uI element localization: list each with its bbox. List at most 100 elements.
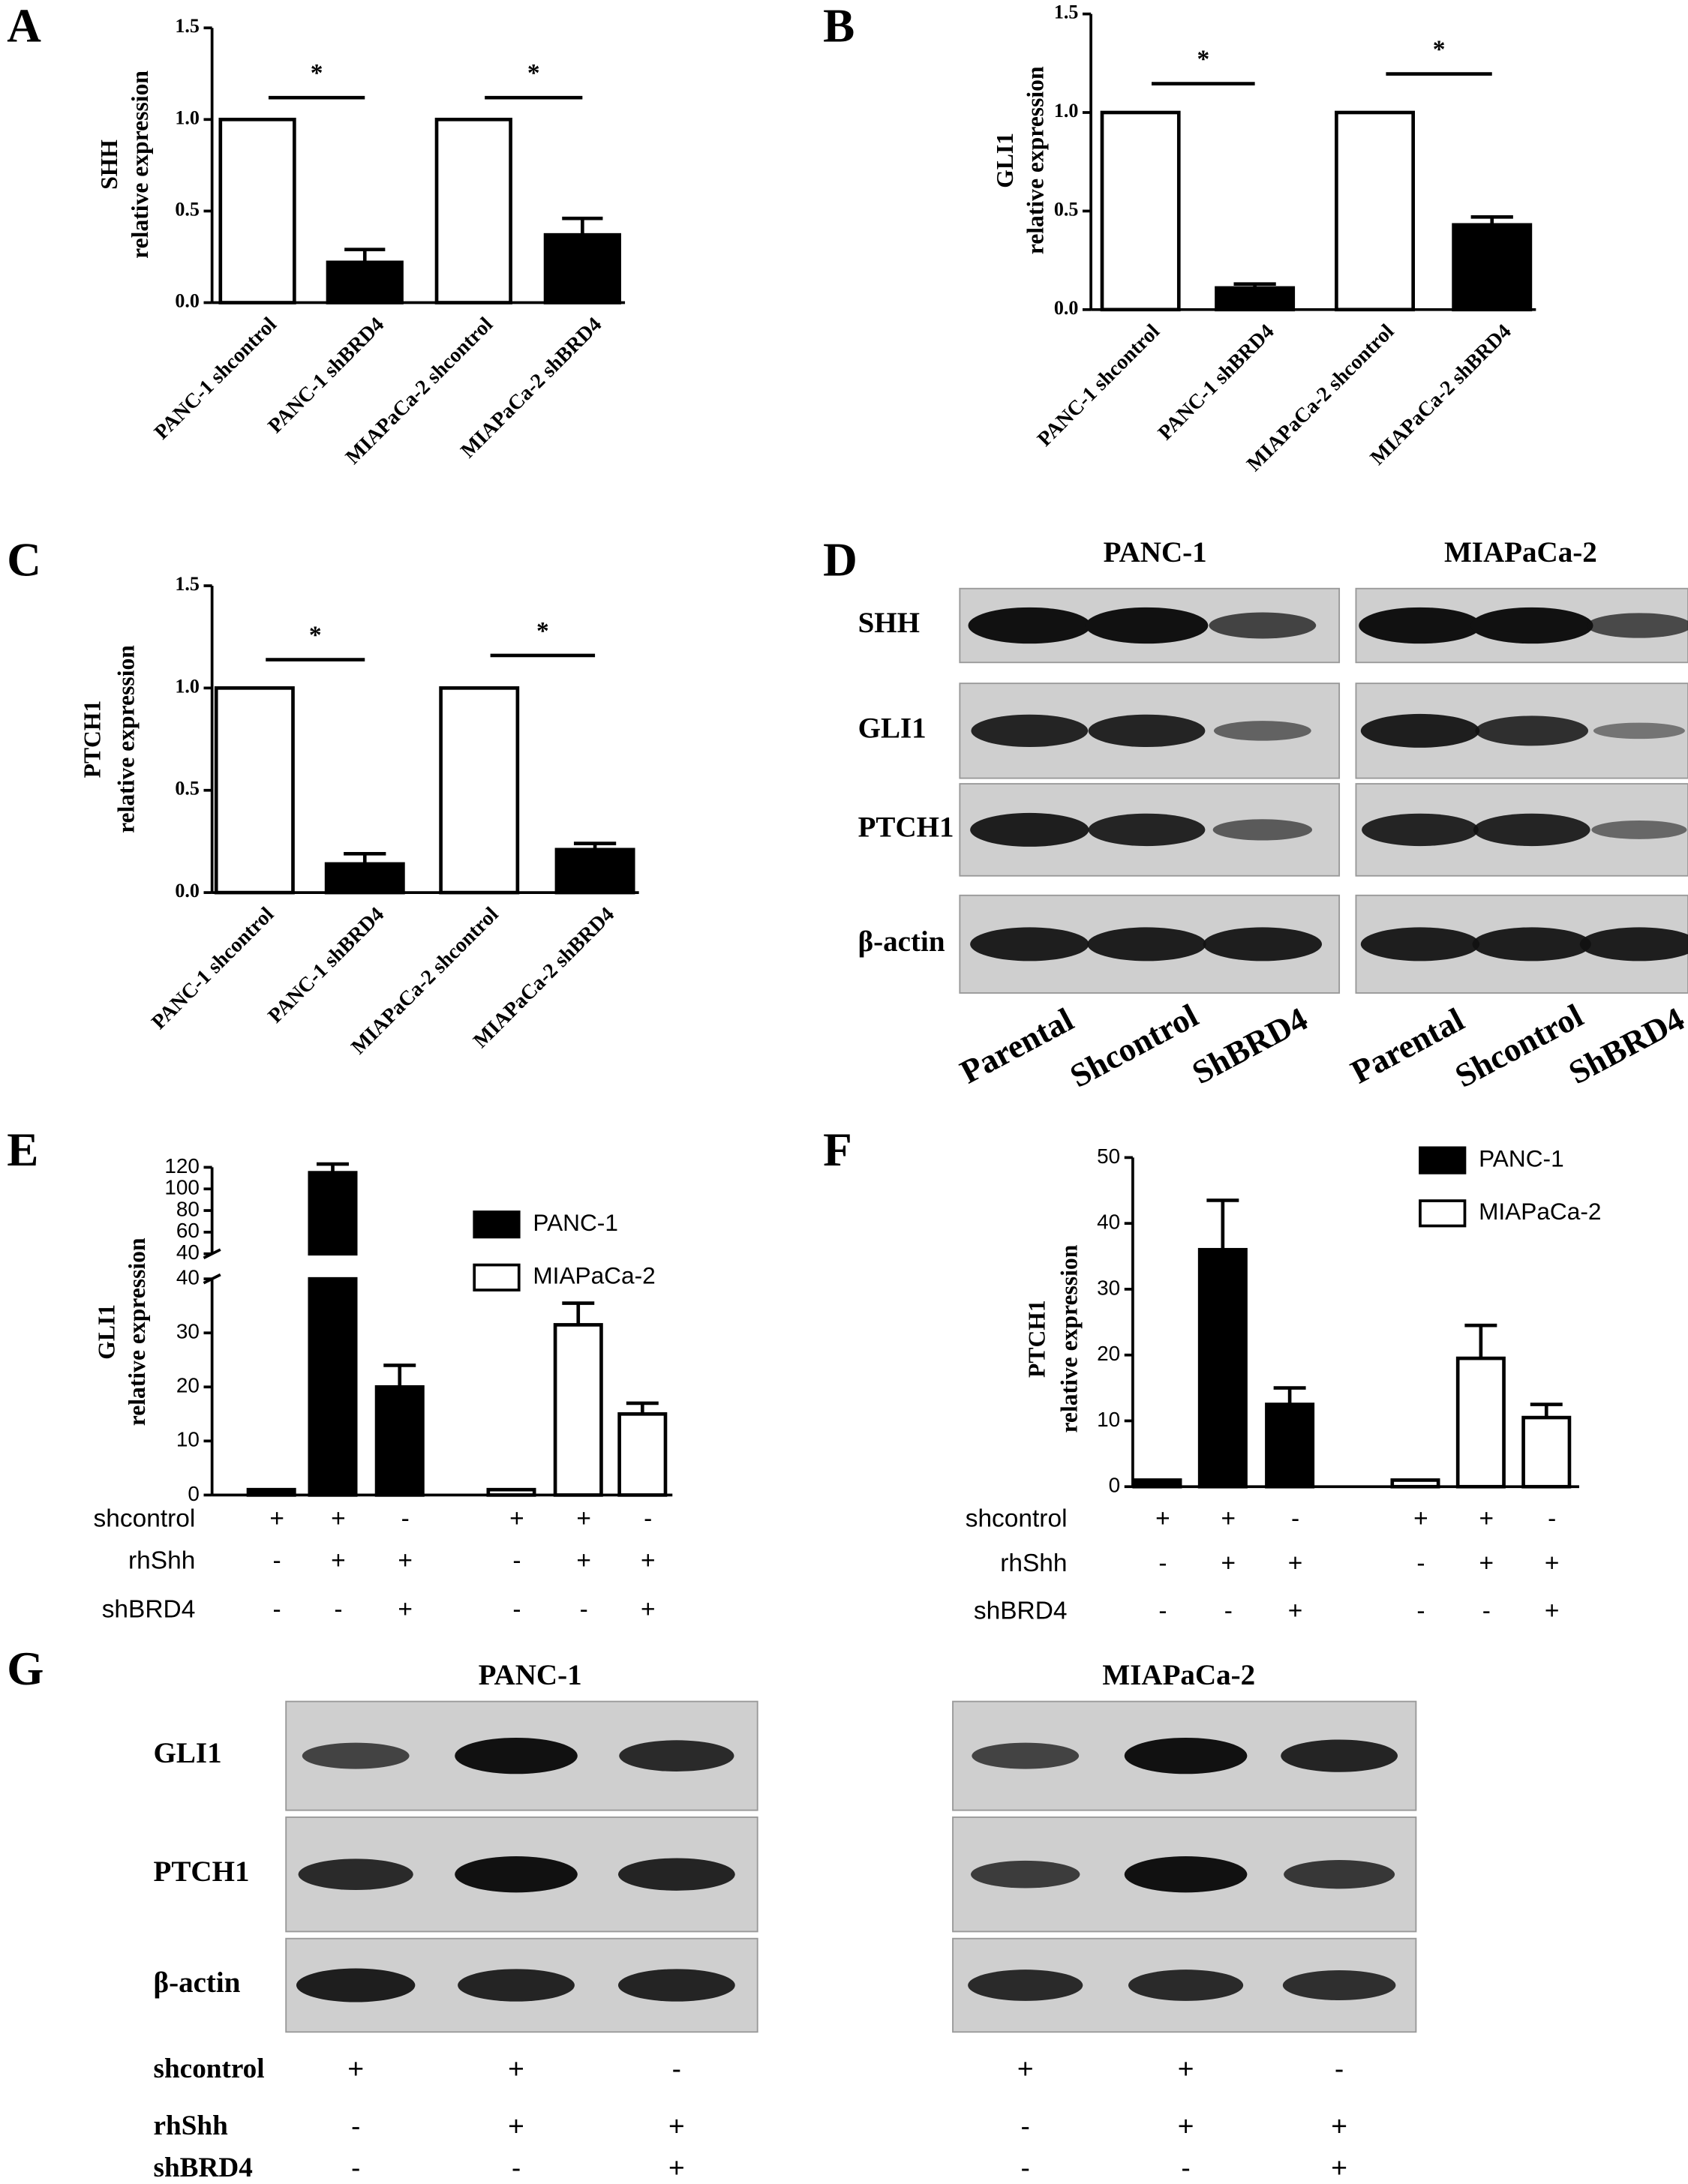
condition-sign: - xyxy=(1158,1597,1167,1624)
significance-mark: * xyxy=(1197,46,1209,74)
condition-sign: + xyxy=(398,1546,413,1574)
blot-band xyxy=(298,1858,413,1891)
y-axis-label: PTCH1 xyxy=(1024,1300,1050,1378)
condition-sign: - xyxy=(351,2152,360,2183)
y-tick-label: 1.0 xyxy=(175,675,200,697)
condition-label: rhShh xyxy=(154,2110,229,2141)
condition-sign: + xyxy=(641,1596,656,1624)
blot-band xyxy=(971,1860,1080,1888)
condition-sign: - xyxy=(273,1596,281,1624)
y-axis-label: relative expression xyxy=(1023,66,1049,254)
y-tick-label: 0.0 xyxy=(175,880,200,902)
condition-sign: - xyxy=(351,2110,360,2141)
y-axis-label: relative expression xyxy=(113,645,139,833)
bar xyxy=(1197,1247,1248,1489)
condition-sign: + xyxy=(1479,1550,1494,1577)
y-tick-label: 40 xyxy=(176,1240,200,1264)
condition-sign: - xyxy=(1224,1597,1233,1624)
y-tick-label: 0.5 xyxy=(175,778,200,800)
y-tick-label: 10 xyxy=(176,1428,200,1451)
bar xyxy=(308,1276,358,1497)
condition-sign: + xyxy=(1155,1505,1170,1533)
legend-swatch xyxy=(473,1210,521,1239)
significance-mark: * xyxy=(527,59,540,87)
bar xyxy=(554,848,635,895)
blot-band xyxy=(1128,1970,1244,2001)
bar xyxy=(1100,110,1181,312)
y-axis-label: PTCH1 xyxy=(80,700,106,778)
blot-band xyxy=(1470,607,1593,644)
panel-letter: G xyxy=(7,1642,44,1695)
condition-label: shBRD4 xyxy=(102,1596,196,1624)
blot-band xyxy=(1282,1970,1396,2001)
significance-mark: * xyxy=(536,617,549,645)
axis-break xyxy=(203,1273,221,1285)
bar-upper xyxy=(308,1171,358,1256)
blot-row-label: GLI1 xyxy=(154,1737,222,1769)
blot-band xyxy=(1359,607,1482,644)
blot-row-label: GLI1 xyxy=(858,712,927,744)
blot-band xyxy=(1124,1737,1248,1774)
y-tick-label: 30 xyxy=(1097,1276,1120,1299)
y-tick-label: 10 xyxy=(1097,1408,1120,1431)
legend-label: PANC-1 xyxy=(533,1209,618,1236)
condition-sign: + xyxy=(331,1546,346,1574)
bar xyxy=(617,1412,668,1497)
x-tick-label: PANC-1 shBRD4 xyxy=(263,903,389,1028)
blot-row-label: PTCH1 xyxy=(154,1856,250,1888)
condition-sign: - xyxy=(1416,1597,1425,1624)
legend-label: MIAPaCa-2 xyxy=(1479,1198,1601,1225)
y-tick-label: 1.5 xyxy=(1054,2,1079,23)
condition-sign: - xyxy=(580,1596,588,1624)
blot-band xyxy=(970,812,1089,847)
condition-sign: - xyxy=(672,2053,681,2084)
condition-sign: + xyxy=(1545,1550,1560,1577)
condition-sign: + xyxy=(1017,2053,1034,2084)
condition-sign: - xyxy=(512,1596,521,1624)
y-tick-label: 0.0 xyxy=(1054,297,1079,319)
condition-sign: + xyxy=(509,1505,524,1533)
significance-mark: * xyxy=(311,59,323,87)
y-axis-label: relative expression xyxy=(127,70,153,259)
blot-band xyxy=(1087,927,1206,962)
blot-row-label: SHH xyxy=(858,607,920,639)
condition-sign: + xyxy=(1331,2110,1347,2141)
y-tick-label: 0.5 xyxy=(1054,198,1079,220)
condition-sign: - xyxy=(1021,2110,1030,2141)
y-tick-label: 1.5 xyxy=(175,573,200,595)
blot-band xyxy=(1362,813,1479,847)
bar xyxy=(218,117,296,304)
blot-lane-label: Parental xyxy=(1344,1000,1470,1091)
blot-band xyxy=(1124,1856,1248,1893)
bar xyxy=(326,260,404,304)
bar xyxy=(214,686,295,895)
condition-sign: + xyxy=(576,1505,591,1533)
y-tick-label: 0.5 xyxy=(175,198,200,220)
blot-row-label: β-actin xyxy=(154,1966,241,1999)
y-tick-label: 50 xyxy=(1097,1144,1120,1168)
blot-band xyxy=(458,1969,575,2002)
panel-letter: A xyxy=(7,0,41,52)
blot-band xyxy=(455,1737,578,1774)
bar xyxy=(1455,1356,1506,1489)
condition-sign: + xyxy=(508,2053,524,2084)
blot-band xyxy=(1473,813,1590,847)
condition-sign: - xyxy=(1181,2152,1190,2183)
x-tick-label: PANC-1 shcontrol xyxy=(150,313,281,444)
condition-sign: - xyxy=(273,1546,281,1574)
bar xyxy=(543,232,621,304)
condition-sign: - xyxy=(334,1596,342,1624)
y-tick-label: 60 xyxy=(176,1219,200,1242)
x-tick-label: PANC-1 shcontrol xyxy=(1033,320,1164,451)
panel-letter: C xyxy=(7,534,41,586)
blot-band xyxy=(971,714,1089,748)
bar xyxy=(1215,286,1296,312)
blot-band xyxy=(972,1742,1080,1769)
y-tick-label: 120 xyxy=(164,1154,200,1178)
y-tick-label: 30 xyxy=(176,1320,200,1343)
condition-sign: + xyxy=(1221,1505,1236,1533)
panel-letter: D xyxy=(823,534,858,586)
bar xyxy=(324,862,405,895)
bar xyxy=(1335,110,1416,312)
